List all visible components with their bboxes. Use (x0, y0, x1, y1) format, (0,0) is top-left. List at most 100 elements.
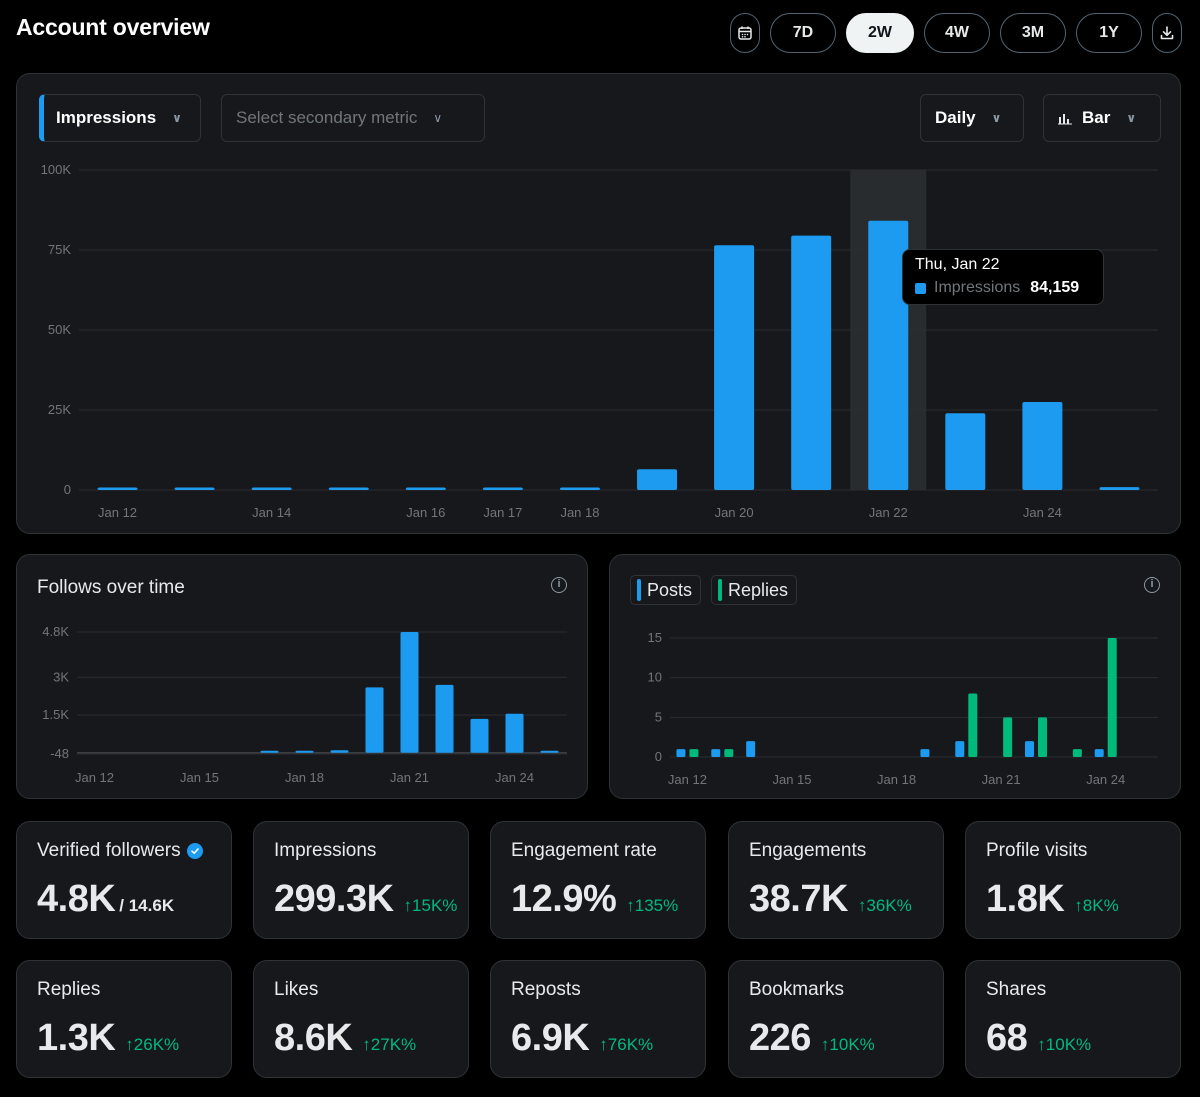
info-icon[interactable]: i (551, 577, 567, 593)
posts-bar (920, 749, 930, 757)
follows-bar (435, 684, 454, 753)
x-tick-label: Jan 18 (560, 505, 599, 520)
chart-type-dropdown[interactable]: Bar ∨ (1043, 94, 1161, 142)
metric-value: 4.8K (37, 878, 116, 920)
y-tick-label: 3K (53, 669, 69, 684)
download-button[interactable] (1152, 13, 1182, 53)
metric-label: Likes (274, 979, 318, 1001)
replies-bar (724, 749, 734, 757)
metric-label-text: Verified followers (37, 840, 181, 861)
bar-jan-19 (637, 469, 678, 490)
tooltip-label: Impressions (934, 279, 1021, 296)
chevron-down-icon: ∨ (1126, 111, 1137, 125)
x-tick-label: Jan 24 (1023, 505, 1062, 520)
range-3m[interactable]: 3M (1000, 13, 1066, 53)
x-tick-label: Jan 18 (877, 772, 916, 787)
y-tick-label: 0 (64, 482, 71, 497)
metric-value-row: 1.3K ↑26K% (37, 1017, 179, 1060)
bar-jan-16 (405, 487, 446, 490)
y-tick-label: 5 (655, 709, 662, 724)
metric-total: / 14.6K (119, 896, 175, 915)
metric-value-row: 226 ↑10K% (749, 1017, 875, 1060)
metric-value-row: 38.7K ↑36K% (749, 878, 912, 921)
metric-delta: ↑36K% (857, 896, 912, 915)
metric-card-shares[interactable]: Shares 68 ↑10K% (965, 960, 1181, 1078)
metric-value: 1.8K (986, 878, 1065, 920)
x-tick-label: Jan 22 (869, 505, 908, 520)
metric-label: Replies (37, 979, 100, 1001)
x-tick-label: Jan 12 (668, 772, 707, 787)
metric-card-engagement-rate[interactable]: Engagement rate 12.9% ↑135% (490, 821, 706, 939)
metric-card-impressions[interactable]: Impressions 299.3K ↑15K% (253, 821, 469, 939)
range-1y[interactable]: 1Y (1076, 13, 1142, 53)
follows-bar (365, 687, 384, 753)
metric-card-replies[interactable]: Replies 1.3K ↑26K% (16, 960, 232, 1078)
secondary-metric-dropdown[interactable]: Select secondary metric ∨ (221, 94, 485, 142)
metric-label: Bookmarks (749, 979, 844, 1001)
bar-jan-18 (559, 487, 600, 490)
range-7d[interactable]: 7D (770, 13, 836, 53)
info-icon[interactable]: i (1144, 577, 1160, 593)
metric-value-row: 8.6K ↑27K% (274, 1017, 416, 1060)
metric-card-profile-visits[interactable]: Profile visits 1.8K ↑8K% (965, 821, 1181, 939)
metric-card-engagements[interactable]: Engagements 38.7K ↑36K% (728, 821, 944, 939)
x-tick-label: Jan 14 (252, 505, 291, 520)
metric-card-verified-followers[interactable]: Verified followers 4.8K/ 14.6K (16, 821, 232, 939)
page-title: Account overview (16, 14, 210, 40)
interval-dropdown[interactable]: Daily ∨ (920, 94, 1024, 142)
metric-label: Verified followers (37, 840, 203, 862)
posts-bar (1094, 749, 1104, 757)
bar-jan-20 (714, 245, 755, 490)
posts-bar (711, 749, 721, 757)
metric-card-bookmarks[interactable]: Bookmarks 226 ↑10K% (728, 960, 944, 1078)
metric-value: 226 (749, 1017, 811, 1059)
range-2w[interactable]: 2W (846, 13, 914, 53)
x-tick-label: Jan 18 (285, 770, 324, 785)
bar-jan-25 (1099, 487, 1140, 490)
legend-replies[interactable]: Replies (711, 575, 798, 605)
metric-value-row: 6.9K ↑76K% (511, 1017, 653, 1060)
y-tick-label: 100K (41, 162, 72, 177)
legend-posts[interactable]: Posts (630, 575, 702, 605)
tooltip-swatch (915, 282, 926, 294)
chevron-down-icon: ∨ (172, 111, 182, 125)
y-tick-label: 50K (48, 322, 71, 337)
replies-bar (689, 749, 699, 757)
metric-label-text: Engagement rate (511, 840, 657, 861)
x-tick-label: Jan 17 (483, 505, 522, 520)
y-tick-label: 4.8K (42, 624, 69, 639)
download-icon (1160, 26, 1174, 40)
replies-bar (1003, 717, 1013, 757)
metric-value: 1.3K (37, 1017, 116, 1059)
x-tick-label: Jan 24 (495, 770, 534, 785)
highlight-column (850, 170, 927, 490)
metric-card-reposts[interactable]: Reposts 6.9K ↑76K% (490, 960, 706, 1078)
metric-value: 12.9% (511, 878, 617, 920)
metric-value: 68 (986, 1017, 1028, 1059)
posts-replies-card: Posts Replies i 0 5 10 15 Jan 12 Jan 15 Jan 18… (609, 554, 1181, 799)
primary-metric-dropdown[interactable]: Impressions ∨ (39, 94, 201, 142)
posts-bar (676, 749, 686, 757)
bar-jan-24 (1022, 402, 1063, 490)
metric-delta: ↑10K% (820, 1035, 875, 1054)
y-tick-label: 75K (48, 242, 71, 257)
bar-jan-12 (97, 487, 138, 490)
metric-label: Profile visits (986, 840, 1087, 862)
bar-jan-17 (482, 487, 523, 490)
metric-label-text: Impressions (274, 840, 377, 861)
chart-type-label: Bar (1082, 108, 1111, 127)
interval-label: Daily (935, 108, 976, 127)
y-tick-label: 15 (648, 630, 662, 645)
follows-bar (295, 750, 314, 753)
metric-label-text: Bookmarks (749, 979, 845, 1000)
metric-value: 299.3K (274, 878, 394, 920)
range-4w[interactable]: 4W (924, 13, 990, 53)
follows-title: Follows over time (37, 577, 185, 598)
calendar-button[interactable] (730, 13, 760, 53)
x-tick-label: Jan 24 (1086, 772, 1125, 787)
replies-bar (1072, 749, 1082, 757)
metric-value: 6.9K (511, 1017, 590, 1059)
metric-card-likes[interactable]: Likes 8.6K ↑27K% (253, 960, 469, 1078)
metric-delta: ↑27K% (362, 1035, 417, 1054)
posts-swatch (637, 579, 641, 601)
